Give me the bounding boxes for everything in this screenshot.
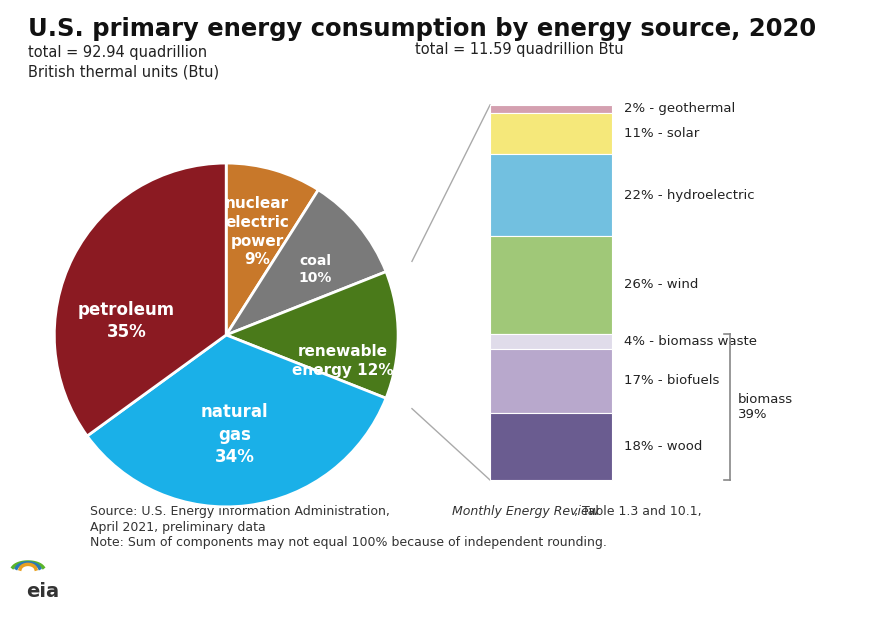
Text: petroleum
35%: petroleum 35% bbox=[78, 301, 175, 341]
Text: 26% - wind: 26% - wind bbox=[623, 279, 698, 291]
Wedge shape bbox=[226, 272, 398, 398]
Wedge shape bbox=[226, 190, 386, 335]
Text: U.S. primary energy consumption by energy source, 2020: U.S. primary energy consumption by energ… bbox=[28, 17, 815, 41]
Text: 2% - geothermal: 2% - geothermal bbox=[623, 102, 734, 115]
Text: total = 11.59 quadrillion Btu: total = 11.59 quadrillion Btu bbox=[415, 42, 623, 57]
Text: total = 92.94 quadrillion
British thermal units (Btu): total = 92.94 quadrillion British therma… bbox=[28, 45, 219, 80]
Text: 11% - solar: 11% - solar bbox=[623, 126, 699, 140]
Text: natural
gas
34%: natural gas 34% bbox=[201, 403, 269, 466]
Text: 18% - wood: 18% - wood bbox=[623, 440, 701, 453]
Text: coal
10%: coal 10% bbox=[299, 254, 332, 285]
Text: eia: eia bbox=[26, 582, 59, 601]
Text: Note: Sum of components may not equal 100% because of independent rounding.: Note: Sum of components may not equal 10… bbox=[90, 536, 607, 549]
Text: April 2021, preliminary data: April 2021, preliminary data bbox=[90, 521, 265, 534]
Text: biomass
39%: biomass 39% bbox=[737, 393, 793, 421]
Wedge shape bbox=[226, 163, 318, 335]
Wedge shape bbox=[87, 335, 386, 507]
Text: Source: U.S. Energy Information Administration,: Source: U.S. Energy Information Administ… bbox=[90, 505, 394, 518]
Text: 17% - biofuels: 17% - biofuels bbox=[623, 374, 719, 387]
Text: Monthly Energy Review: Monthly Energy Review bbox=[452, 505, 599, 518]
Text: , Table 1.3 and 10.1,: , Table 1.3 and 10.1, bbox=[574, 505, 700, 518]
Text: 4% - biomass waste: 4% - biomass waste bbox=[623, 335, 756, 348]
Text: nuclear
electric
power
9%: nuclear electric power 9% bbox=[225, 197, 289, 267]
Wedge shape bbox=[54, 163, 226, 436]
Text: renewable
energy 12%: renewable energy 12% bbox=[292, 344, 394, 377]
Text: 22% - hydroelectric: 22% - hydroelectric bbox=[623, 188, 753, 202]
